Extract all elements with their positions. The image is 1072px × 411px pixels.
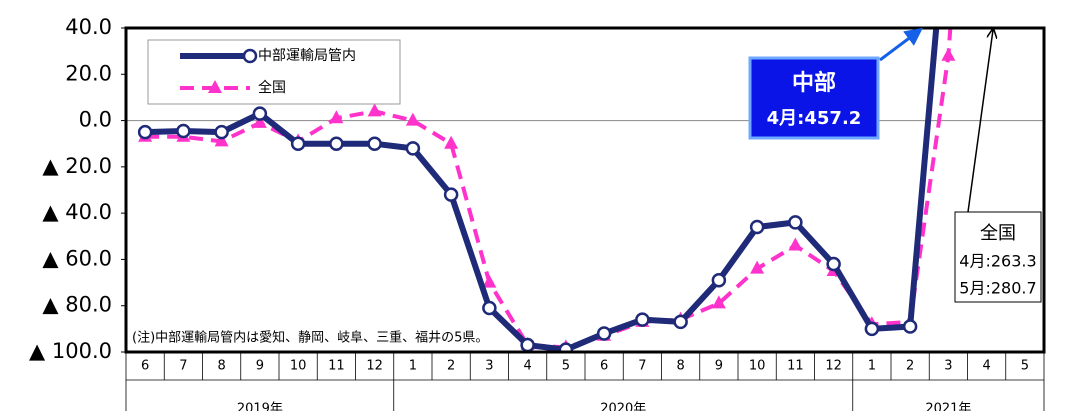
point [367, 136, 382, 151]
point [711, 273, 727, 288]
x-tick-label: 5 [1021, 359, 1029, 374]
y-tick-label: 40.0 [65, 15, 112, 39]
point [902, 319, 918, 334]
y-tick-label: ▲ 40.0 [42, 200, 112, 224]
point [596, 326, 612, 341]
point [208, 80, 222, 93]
point [137, 124, 153, 140]
legend-label: 全国 [258, 79, 286, 96]
y-tick-label: ▲ 60.0 [42, 246, 112, 270]
x-tick-label: 2 [906, 359, 914, 374]
point [482, 300, 497, 316]
x-tick-label: 10 [290, 359, 307, 374]
x-tick-label: 1 [409, 359, 417, 374]
x-tick-label: 12 [366, 359, 383, 374]
point [252, 106, 268, 121]
callout-box [954, 211, 1042, 303]
grid: 40.0 20.0 0.0 ▲ 20.0 ▲ 40.0 ▲ 60.0 ▲ 80.0 ▲ 100… [29, 15, 1045, 411]
point [635, 312, 650, 327]
x-tick-label: 7 [638, 359, 646, 374]
x-tick-label: 1 [868, 359, 876, 374]
x-tick-label: 12 [825, 359, 842, 374]
point [214, 124, 229, 140]
point [673, 314, 688, 330]
callout-text: 4月:457.2 [767, 108, 862, 129]
x-tick-label: 4 [523, 359, 531, 374]
legend-label: 中部運輸局管内 [258, 48, 356, 64]
x-tick-label: 10 [749, 359, 766, 374]
x-tick-label: 8 [676, 359, 684, 374]
x-tick-label: 6 [141, 359, 149, 374]
point [482, 274, 497, 288]
y-tick-label: ▲ 20.0 [42, 154, 112, 178]
callout-text: 5月:280.7 [959, 279, 1036, 298]
x-tick-label: 5 [562, 359, 570, 374]
x-tick-label: 4 [982, 359, 990, 374]
y-tick-label: ▲ 100.0 [29, 339, 112, 363]
arrow [879, 27, 923, 62]
point [444, 135, 459, 149]
point [826, 256, 841, 272]
point [750, 260, 765, 274]
point [176, 123, 191, 139]
x-tick-label: 8 [217, 359, 225, 374]
x-tick-label: 2 [447, 359, 455, 374]
y-tick-label: ▲ 80.0 [42, 293, 112, 317]
point [252, 114, 267, 128]
arrow [967, 30, 993, 213]
note: (注)中部運輸局管内は愛知、静岡、岐阜、三重、福井の5県。 [132, 330, 488, 346]
point [405, 112, 420, 126]
point [367, 103, 382, 117]
point [443, 187, 459, 202]
x-tick-label: 11 [328, 359, 345, 374]
year-label: 2019年 [237, 402, 283, 411]
y-tick-label: 20.0 [65, 61, 112, 85]
point [290, 136, 306, 151]
callout-text: 全国 [980, 223, 1016, 244]
point [329, 110, 344, 124]
x-tick-label: 3 [485, 359, 493, 374]
point [520, 337, 535, 352]
year-label: 2020年 [600, 402, 646, 411]
point [788, 237, 803, 251]
point [405, 141, 421, 156]
callout-text: 4月:263.3 [959, 252, 1036, 271]
x-tick-label: 7 [179, 359, 187, 374]
point [329, 136, 344, 151]
point [558, 342, 574, 352]
plot [137, 28, 956, 352]
callout-text: 中部 [792, 70, 836, 96]
x-tick-label: 3 [944, 359, 952, 374]
x-tick-label: 6 [600, 359, 608, 374]
callout-box [748, 56, 880, 140]
x-tick-label: 9 [256, 359, 264, 374]
x-tick-label: 11 [787, 359, 804, 374]
point [941, 47, 956, 61]
point [749, 219, 765, 235]
point [788, 215, 803, 230]
x-tick-label: 9 [715, 359, 723, 374]
point [242, 48, 258, 64]
year-label: 2021年 [925, 402, 971, 411]
point [864, 321, 880, 337]
legend-box [147, 39, 401, 105]
plot-border [124, 26, 1046, 354]
y-tick-label: 0.0 [79, 108, 112, 132]
point [711, 295, 726, 309]
point [214, 133, 229, 147]
